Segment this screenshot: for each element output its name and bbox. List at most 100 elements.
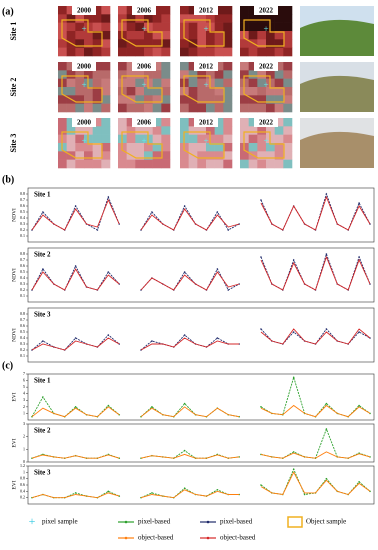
pixel — [223, 78, 233, 88]
pixel — [223, 151, 233, 160]
pixel — [152, 151, 162, 160]
y-tick-label: 4 — [23, 391, 25, 396]
y-tick-label: 0.2 — [20, 495, 25, 500]
year-label: 2012 — [199, 63, 214, 71]
pixel — [283, 31, 293, 40]
year-label: 2000 — [77, 119, 92, 127]
pixel — [84, 39, 93, 48]
pixel — [135, 70, 145, 79]
pixel — [92, 47, 102, 57]
pixel — [84, 31, 93, 40]
pixel — [188, 143, 198, 152]
y-tick-label: 0.5 — [20, 329, 25, 334]
object-outline — [183, 131, 225, 159]
year-box — [194, 6, 218, 15]
site-label: Site 2 — [9, 78, 18, 97]
point — [292, 376, 295, 379]
y-tick-label: 0.7 — [20, 197, 25, 202]
pixel — [126, 31, 136, 40]
pixel — [214, 118, 224, 127]
pixel — [118, 70, 127, 79]
pixel — [223, 31, 233, 40]
pixel — [161, 39, 171, 48]
pixel — [223, 126, 233, 135]
pixel — [161, 143, 171, 152]
pixel — [135, 22, 145, 32]
pixel — [66, 78, 76, 88]
pixel — [266, 159, 275, 169]
pixel — [66, 62, 76, 71]
pixel — [206, 143, 215, 152]
y-tick-label: 0.6 — [20, 263, 25, 268]
pixel — [135, 47, 145, 57]
point — [260, 328, 262, 330]
pixel — [248, 70, 258, 79]
year-label: 2022 — [259, 119, 274, 127]
point — [216, 211, 219, 213]
pixel — [240, 14, 249, 23]
pixel — [257, 39, 267, 48]
pixel — [101, 95, 111, 104]
thumbnail: 2006 + — [118, 62, 171, 113]
pixel-marker: + — [81, 24, 86, 34]
pixel — [274, 159, 284, 169]
pixel — [161, 47, 171, 57]
chart-title: Site 1 — [34, 377, 51, 385]
pixel — [257, 87, 267, 96]
point — [227, 229, 230, 231]
pixel — [144, 87, 153, 96]
pixel — [152, 118, 162, 127]
point — [151, 406, 153, 408]
pixel — [188, 31, 198, 40]
pixel — [188, 78, 198, 88]
point — [183, 334, 186, 336]
pixel — [84, 159, 93, 169]
pixel — [101, 70, 111, 79]
pixel — [274, 87, 284, 96]
pixel — [180, 6, 189, 15]
pixel — [283, 87, 293, 96]
pixel — [188, 134, 198, 144]
pixel — [92, 78, 102, 88]
legend-dot — [124, 536, 128, 540]
pixel — [197, 87, 207, 96]
object-outline — [243, 75, 285, 103]
pixel — [92, 87, 102, 96]
pixel — [58, 159, 67, 169]
pixel — [206, 39, 215, 48]
y-tick-label: 0.4 — [20, 488, 25, 493]
pixel — [214, 143, 224, 152]
object-outline — [61, 19, 103, 47]
pixel — [248, 31, 258, 40]
object-outline — [61, 75, 103, 103]
point — [107, 490, 110, 493]
pixel — [144, 47, 153, 57]
pixel — [144, 143, 153, 152]
pixel — [144, 95, 153, 104]
pixel — [75, 47, 85, 57]
pixel — [248, 103, 258, 113]
pixel — [248, 143, 258, 152]
point — [107, 271, 110, 273]
pixel — [101, 143, 111, 152]
pixel — [144, 31, 153, 40]
y-tick-label: 0.8 — [20, 311, 25, 316]
pixel — [101, 22, 111, 32]
pixel — [214, 14, 224, 23]
pixel — [58, 126, 67, 135]
pixel — [152, 47, 162, 57]
pixel — [223, 14, 233, 23]
point — [74, 492, 77, 494]
pixel — [101, 14, 111, 23]
legend-label: Object sample — [306, 518, 346, 526]
year-box — [132, 62, 156, 71]
thumbnail: 2022 + — [240, 62, 293, 113]
point — [151, 492, 153, 494]
pixel — [144, 14, 153, 23]
pixel — [152, 159, 162, 169]
pixel — [223, 87, 233, 96]
y-axis-label: EVI — [11, 480, 17, 489]
legend-label: pixel-based — [138, 518, 171, 526]
pixel — [66, 126, 76, 135]
pixel — [75, 95, 85, 104]
